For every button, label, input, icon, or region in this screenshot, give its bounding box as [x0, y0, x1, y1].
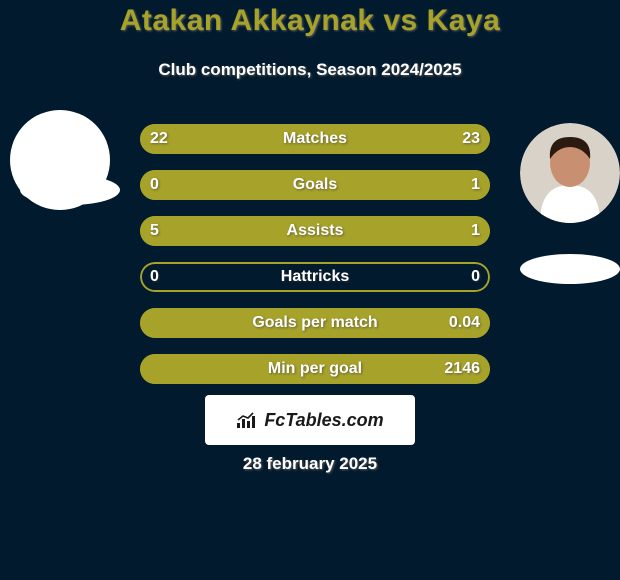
- stat-value-left: 0: [150, 268, 159, 286]
- attribution-badge: FcTables.com: [205, 395, 415, 445]
- player-photo-icon: [520, 123, 620, 223]
- stat-value-right: 1: [471, 176, 480, 194]
- stat-bars: Matches2223Goals01Assists51Hattricks00Go…: [140, 124, 490, 400]
- stat-row: Hattricks 0 0: [140, 262, 490, 292]
- stat-name: Goals per match: [252, 314, 377, 332]
- stat-value-left: 22: [150, 130, 168, 148]
- stat-bar-left: [140, 216, 431, 246]
- stat-value-right: 2146: [444, 360, 480, 378]
- stat-value-right: 0.04: [449, 314, 480, 332]
- fctables-logo-icon: [236, 411, 258, 429]
- stat-row: Goals 0 1: [140, 170, 490, 200]
- stat-name: Matches: [283, 130, 347, 148]
- stat-value-left: 5: [150, 222, 159, 240]
- stat-bar-right: [430, 216, 490, 246]
- comparison-infographic: Atakan Akkaynak vs Kaya Club competition…: [0, 0, 620, 580]
- stat-row: Min per goal 2146: [140, 354, 490, 384]
- stat-value-right: 0: [471, 268, 480, 286]
- stat-name: Assists: [287, 222, 344, 240]
- page-subtitle: Club competitions, Season 2024/2025: [0, 60, 620, 80]
- stat-name: Goals: [293, 176, 337, 194]
- player-left-club-badge: [20, 175, 120, 205]
- stat-row: Goals per match 0.04: [140, 308, 490, 338]
- player-right-avatar: [520, 123, 620, 223]
- stat-value-left: 0: [150, 176, 159, 194]
- stat-value-right: 1: [471, 222, 480, 240]
- attribution-text: FcTables.com: [264, 410, 383, 431]
- stat-row: Assists 5 1: [140, 216, 490, 246]
- date-label: 28 february 2025: [0, 454, 620, 474]
- stat-value-right: 23: [462, 130, 480, 148]
- page-title: Atakan Akkaynak vs Kaya: [0, 4, 620, 38]
- stat-row: Matches 22 23: [140, 124, 490, 154]
- stat-name: Min per goal: [268, 360, 362, 378]
- player-right-club-badge: [520, 254, 620, 284]
- stat-name: Hattricks: [281, 268, 349, 286]
